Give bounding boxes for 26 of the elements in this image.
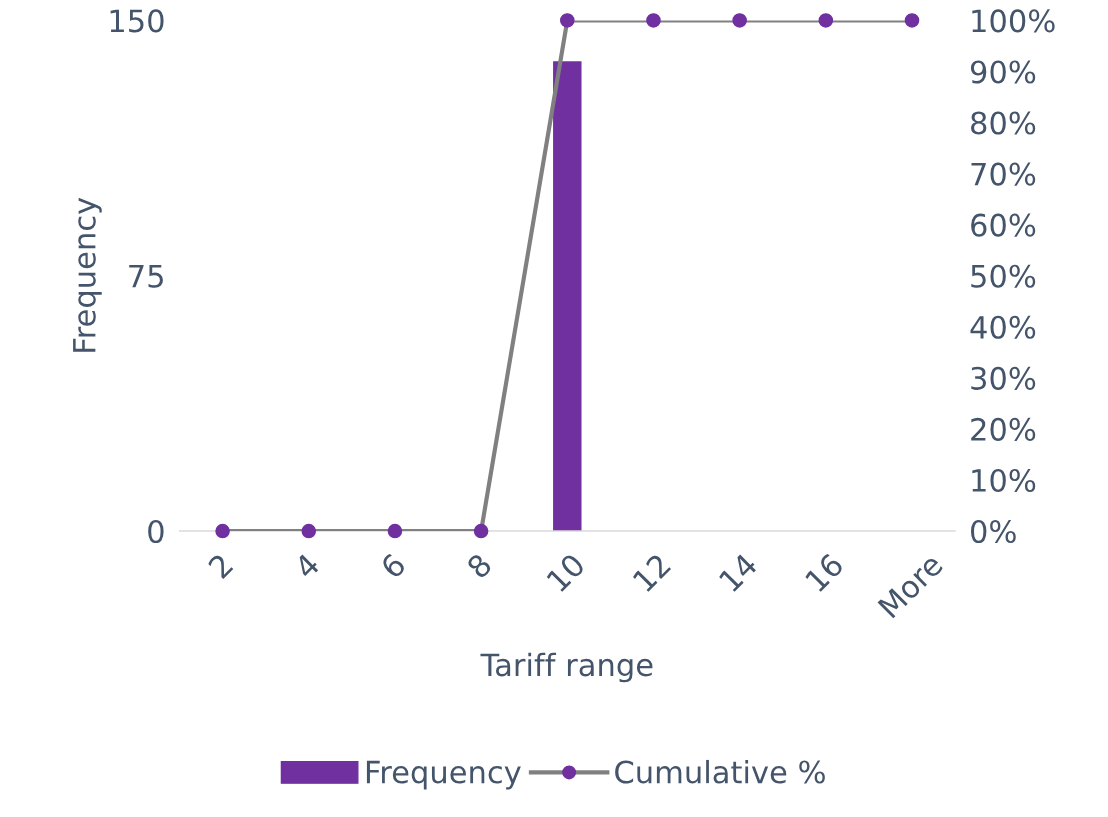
x-tick-label: 4 bbox=[293, 552, 321, 580]
y2-tick-label: 40% bbox=[970, 315, 1036, 339]
x-tick-label: 16 bbox=[804, 552, 845, 593]
y-tick-label: 75 bbox=[129, 265, 163, 288]
x-tick-label: 6 bbox=[379, 552, 407, 580]
x-tick-label: 12 bbox=[632, 553, 672, 593]
y2-tick-label: 10% bbox=[972, 468, 1036, 493]
y2-tick-label: 70% bbox=[971, 162, 1036, 186]
x-tick-label: 2 bbox=[207, 553, 234, 580]
y2-tick-label: 20% bbox=[971, 417, 1036, 441]
y2-tick-label: 0% bbox=[971, 519, 1016, 544]
y-axis-title: Frequency bbox=[73, 197, 102, 352]
x-axis-title: Tariff range bbox=[480, 652, 653, 683]
y2-tick-label: 90% bbox=[970, 60, 1036, 84]
x-tick-label: 10 bbox=[545, 552, 586, 593]
y2-tick-label: 80% bbox=[971, 111, 1036, 135]
y2-tick-label: 50% bbox=[971, 264, 1036, 288]
y-tick-label: 0 bbox=[148, 519, 164, 544]
x-tick-label: 8 bbox=[465, 552, 493, 580]
y2-tick-label: 30% bbox=[971, 366, 1036, 390]
y-tick-label: 150 bbox=[110, 9, 164, 33]
legend-label: Cumulative % bbox=[615, 759, 825, 784]
legend-label: Frequency bbox=[366, 760, 521, 790]
x-tick-label: 14 bbox=[718, 552, 759, 593]
y2-tick-label: 100% bbox=[972, 9, 1055, 33]
y2-tick-label: 60% bbox=[971, 213, 1036, 237]
